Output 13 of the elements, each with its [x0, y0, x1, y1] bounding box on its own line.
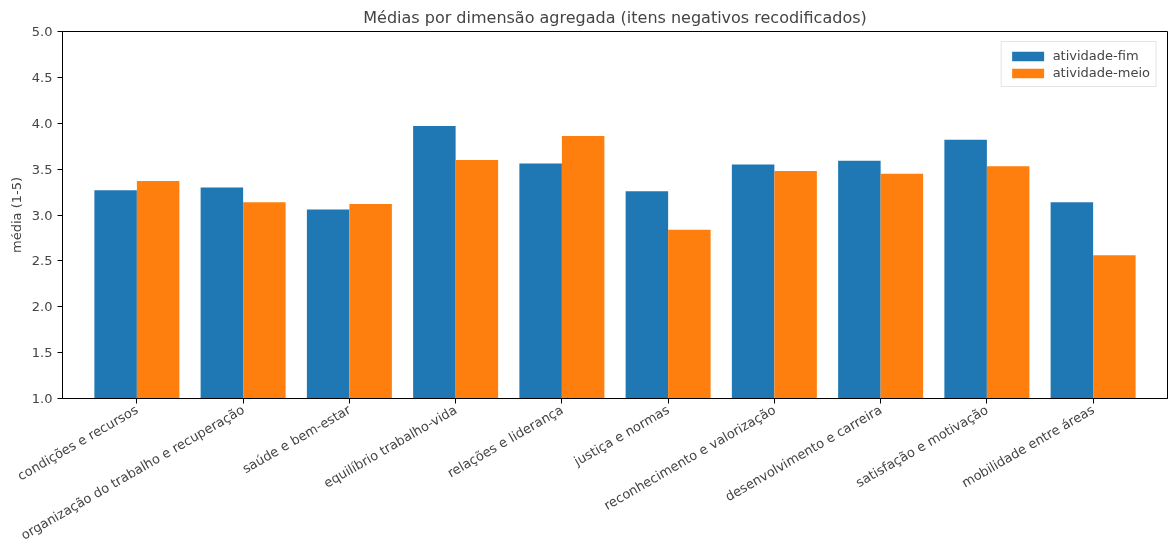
y-tick-label: 2.0 — [31, 299, 53, 315]
y-tick-label: 2.5 — [31, 253, 53, 269]
y-axis-title: média (1-5) — [8, 176, 24, 253]
y-tick-label: 3.0 — [31, 207, 53, 223]
legend-label: atividade-meio — [1052, 65, 1150, 80]
y-tick-label: 3.5 — [31, 161, 53, 177]
legend-label: atividade-fim — [1052, 48, 1139, 63]
y-tick-label: 1.5 — [31, 345, 53, 361]
y-tick-label: 5.0 — [31, 24, 53, 39]
y-tick-label: 1.0 — [31, 391, 53, 406]
y-tick-label: 4.5 — [31, 69, 53, 85]
y-tick-label: 4.0 — [31, 115, 53, 131]
chart-title: Médias por dimensão agregada (itens negativos recodificados) — [363, 7, 867, 27]
